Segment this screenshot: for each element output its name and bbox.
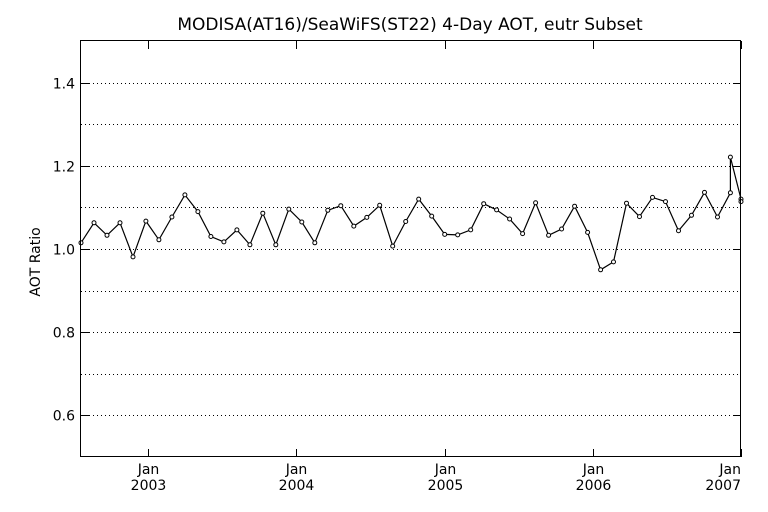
x-tick-month-1: Jan [285,462,308,478]
data-point-40 [598,267,604,273]
data-point-10 [208,234,214,239]
data-point-1 [91,220,97,226]
data-point-22 [364,214,370,220]
x-tick-year-2: 2005 [428,478,464,494]
y-tick-label-4: 1.4 [53,77,75,93]
y-axis-ticks: 0.6 0.8 1.0 1.2 1.4 [53,77,741,425]
series-line [80,156,742,271]
data-point-51 [727,154,733,160]
data-point-28 [442,231,448,237]
data-point-18 [312,240,318,246]
data-point-6 [156,237,162,243]
data-point-48 [702,189,707,195]
data-point-33 [507,216,513,222]
data-point-37 [559,226,565,232]
data-point-50 [727,190,733,196]
y-tick-label-3: 1.2 [53,160,75,176]
data-point-36 [546,232,552,238]
chart-title: MODISA(AT16)/SeaWiFS(ST22) 4-Day AOT, eu… [177,15,643,35]
y-tick-label-2: 1.0 [53,243,75,259]
data-point-46 [676,228,681,234]
data-point-27 [429,213,435,219]
data-point-26 [416,196,422,202]
data-point-21 [351,223,357,229]
gridlines [81,83,741,416]
data-point-32 [494,207,500,213]
x-tick-month-4: Jan [718,462,741,478]
data-point-39 [585,229,591,235]
y-tick-label-1: 0.8 [53,326,75,342]
x-tick-year-4: 2007 [705,478,741,494]
data-point-4 [130,254,136,260]
data-point-44 [650,194,655,200]
data-point-2 [104,232,110,238]
data-point-16 [286,206,292,212]
data-point-29 [455,232,461,238]
data-point-24 [390,243,396,249]
data-point-38 [572,203,578,209]
data-point-3 [117,220,123,226]
x-tick-year-3: 2006 [576,478,612,494]
data-point-41 [611,259,616,265]
series-aot-ratio [78,154,744,273]
data-point-20 [338,203,344,209]
data-point-49 [715,214,720,220]
data-point-5 [143,218,149,224]
y-axis-label: AOT Ratio [28,227,44,296]
data-point-31 [481,201,487,207]
x-tick-year-0: 2003 [131,478,167,494]
data-point-23 [377,202,383,208]
x-tick-year-1: 2004 [279,478,315,494]
data-point-17 [299,219,305,225]
data-point-43 [637,214,642,220]
data-point-7 [169,214,175,220]
plot-frame [80,40,741,457]
x-tick-month-3: Jan [582,462,605,478]
data-point-45 [663,199,668,205]
data-point-34 [520,231,526,237]
y-tick-label-0: 0.6 [53,409,75,425]
data-point-9 [195,209,201,215]
x-tick-month-0: Jan [137,462,160,478]
x-tick-month-2: Jan [434,462,457,478]
data-point-12 [234,227,240,233]
data-point-30 [468,227,474,233]
data-point-25 [403,219,409,224]
data-point-14 [260,210,266,216]
data-point-8 [182,192,188,198]
data-point-11 [221,239,227,245]
data-point-19 [325,207,331,213]
data-point-15 [273,242,279,248]
data-point-42 [624,200,629,206]
data-point-47 [689,212,694,218]
data-point-13 [247,242,253,248]
data-point-35 [533,200,539,206]
